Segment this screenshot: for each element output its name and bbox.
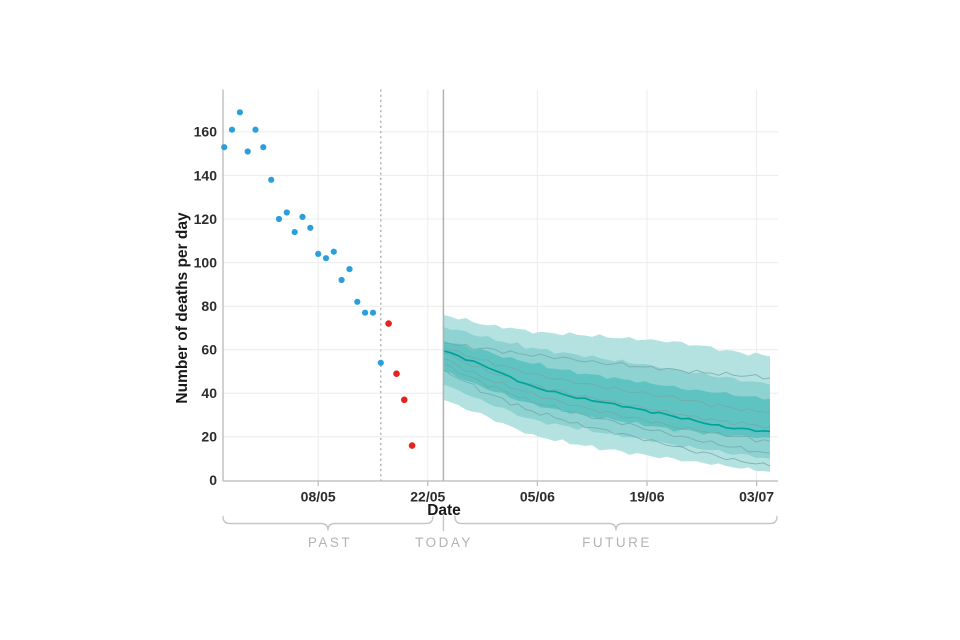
observed-point-complete bbox=[330, 248, 337, 255]
observed-point-complete bbox=[307, 224, 314, 231]
tick-labels: 0 20 40 60 80 100 120 140 160 08/05 22/05 05/06 19/0… bbox=[194, 124, 775, 505]
observed-points bbox=[221, 109, 416, 449]
model-trajectory-line bbox=[443, 342, 771, 380]
projection-fan bbox=[443, 314, 771, 472]
x-axis-title: Date bbox=[427, 502, 461, 519]
timeline-brackets bbox=[222, 515, 778, 532]
observed-point-complete bbox=[346, 266, 353, 273]
observed-point-complete bbox=[322, 255, 330, 262]
x-tick-label: 05/06 bbox=[520, 489, 555, 505]
model-trajectory-line bbox=[443, 347, 771, 414]
observed-point-complete bbox=[244, 148, 251, 155]
model-trajectory-line bbox=[443, 368, 771, 467]
observed-point-incomplete bbox=[401, 396, 408, 404]
observed-point-complete bbox=[354, 298, 361, 305]
model-trajectory-line bbox=[443, 357, 771, 443]
observed-point-complete bbox=[260, 144, 267, 151]
y-axis-title: Number of deaths per day bbox=[174, 212, 191, 404]
future-bracket bbox=[454, 515, 778, 531]
x-tick-label: 08/05 bbox=[301, 489, 336, 505]
y-tick-label: 20 bbox=[201, 429, 217, 445]
y-tick-label: 40 bbox=[201, 385, 217, 401]
observed-point-incomplete bbox=[385, 320, 392, 327]
x-tick-label: 19/06 bbox=[629, 489, 664, 505]
observed-point-complete bbox=[268, 176, 275, 183]
observed-point-complete bbox=[228, 126, 236, 133]
timeline-label-future: FUTURE bbox=[582, 535, 652, 550]
observed-point-complete bbox=[369, 309, 377, 316]
observed-point-complete bbox=[338, 276, 345, 284]
reference-lines bbox=[380, 89, 445, 481]
observed-point-complete bbox=[283, 209, 290, 216]
y-tick-label: 100 bbox=[194, 254, 218, 270]
observed-point-complete bbox=[275, 215, 283, 223]
y-tick-label: 0 bbox=[209, 472, 217, 488]
observed-point-complete bbox=[252, 126, 259, 133]
observed-point-incomplete bbox=[393, 370, 400, 378]
timeline-label-past: PAST bbox=[308, 535, 352, 550]
observed-point-complete bbox=[291, 229, 298, 236]
fan-band-inner bbox=[443, 341, 770, 439]
y-tick-label: 120 bbox=[194, 211, 218, 227]
y-tick-label: 140 bbox=[194, 167, 218, 183]
timeline-label-today: TODAY bbox=[415, 535, 473, 550]
y-tick-label: 160 bbox=[194, 124, 218, 140]
past-bracket bbox=[222, 515, 434, 531]
observed-point-complete bbox=[377, 359, 384, 366]
observed-point-complete bbox=[236, 109, 243, 116]
x-tick-label: 22/05 bbox=[410, 489, 445, 505]
observed-point-complete bbox=[362, 309, 369, 316]
axes bbox=[222, 89, 778, 486]
model-trajectory-line bbox=[443, 363, 771, 454]
observed-point-complete bbox=[299, 213, 306, 220]
observed-point-incomplete bbox=[408, 442, 416, 449]
x-tick-label: 03/07 bbox=[739, 489, 774, 505]
model-trajectory-line bbox=[443, 352, 771, 429]
y-tick-label: 80 bbox=[201, 298, 217, 314]
observed-point-complete bbox=[315, 250, 322, 257]
y-tick-label: 60 bbox=[201, 342, 217, 358]
median-projection-line bbox=[443, 349, 771, 433]
observed-point-complete bbox=[221, 144, 228, 151]
